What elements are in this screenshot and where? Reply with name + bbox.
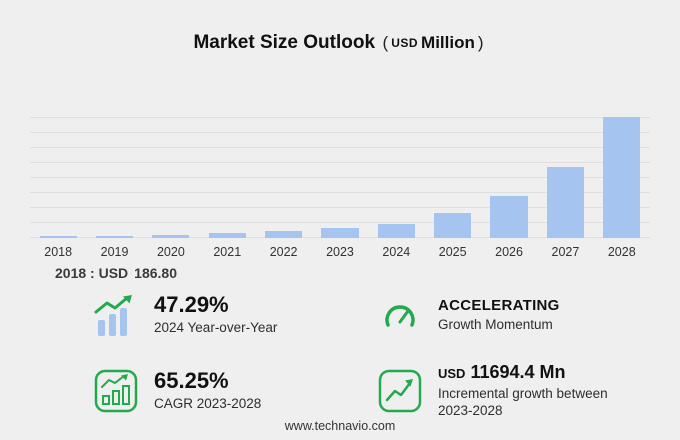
bar-column-2018 <box>30 114 86 238</box>
stat-growth-momentum: ACCELERATING Growth Momentum <box>376 293 620 337</box>
gauge-icon <box>376 293 424 337</box>
stat-incremental-growth: USD 11694.4 Mn Incremental growth between… <box>376 362 620 420</box>
bar-column-2024 <box>368 114 424 238</box>
bar-2026 <box>490 196 528 238</box>
x-tick-2025: 2025 <box>438 245 467 259</box>
bar-chart-up-arrow-icon <box>92 293 140 337</box>
bar-chart: 2018 2019 2020 2021 2022 2023 2024 2025 2026 2027… <box>30 114 650 259</box>
bar-column-2026 <box>481 114 537 238</box>
stat-cagr: 65.25% CAGR 2023-2028 <box>92 363 336 420</box>
x-tick-2026: 2026 <box>495 245 523 259</box>
bar-2022 <box>265 231 303 238</box>
x-tick-2027: 2027 <box>551 245 580 259</box>
base-year-value: 186.80 <box>134 265 177 281</box>
x-tick-2018: 2018 <box>44 245 73 259</box>
bar-2018 <box>39 235 77 238</box>
bar-2027 <box>546 166 584 238</box>
title-main: Market Size Outlook <box>193 32 376 53</box>
stat-cagr-label: CAGR 2023-2028 <box>154 396 262 412</box>
stat-momentum-title: ACCELERATING <box>438 296 560 314</box>
page-title: Market Size Outlook (USD Million) <box>0 0 680 54</box>
stat-momentum-label: Growth Momentum <box>438 316 553 332</box>
x-tick-2028: 2028 <box>607 245 636 259</box>
bar-2025 <box>434 213 472 238</box>
bar-column-2025 <box>425 114 481 238</box>
bar-2021 <box>208 233 246 238</box>
bar-2019 <box>95 235 134 238</box>
x-tick-2023: 2023 <box>326 245 354 259</box>
chart-plot-area <box>30 114 650 238</box>
bar-column-2028 <box>594 114 650 238</box>
title-unit: Million <box>421 33 475 52</box>
stat-yoy-value: 47.29% <box>154 292 229 317</box>
bar-column-2020 <box>143 114 199 238</box>
stat-yoy-growth: 47.29% 2024 Year-over-Year <box>92 292 336 337</box>
stat-cagr-value: 65.25% <box>154 368 229 394</box>
bar-column-2021 <box>199 114 255 238</box>
bar-2020 <box>152 234 190 238</box>
stat-incremental-value: USD 11694.4 Mn <box>438 362 618 383</box>
title-open-paren: ( <box>382 33 389 52</box>
bar-column-2023 <box>312 114 368 238</box>
x-tick-2019: 2019 <box>100 245 129 259</box>
x-tick-2022: 2022 <box>269 245 298 259</box>
x-axis-labels: 2018 2019 2020 2021 2022 2023 2024 2025 2026 2027… <box>30 245 650 259</box>
title-close-paren: ) <box>477 33 484 52</box>
bar-column-2022 <box>255 114 311 238</box>
stats-grid: 47.29% 2024 Year-over-Year ACCELERATING … <box>0 292 680 420</box>
x-tick-2024: 2024 <box>382 245 411 259</box>
stat-incremental-currency: USD <box>438 366 466 382</box>
base-year-annotation: 2018 : USD 186.80 <box>55 265 680 281</box>
base-year-label: 2018 : USD <box>55 265 129 281</box>
bar-column-2027 <box>537 114 593 238</box>
bar-column-2019 <box>86 114 142 238</box>
bar-2024 <box>377 223 415 238</box>
framed-line-chart-icon <box>376 369 424 413</box>
x-tick-2020: 2020 <box>156 245 185 259</box>
framed-bar-chart-icon <box>92 369 140 413</box>
x-tick-2021: 2021 <box>213 245 242 259</box>
stat-incremental-label: Incremental growth between 2023-2028 <box>438 385 608 418</box>
bar-2028 <box>603 117 641 238</box>
title-currency: USD <box>391 36 419 50</box>
bar-2023 <box>321 228 359 238</box>
footer-url: www.technavio.com <box>284 419 396 433</box>
stat-incremental-amount: 11694.4 Mn <box>470 362 566 383</box>
stat-yoy-label: 2024 Year-over-Year <box>154 320 278 336</box>
